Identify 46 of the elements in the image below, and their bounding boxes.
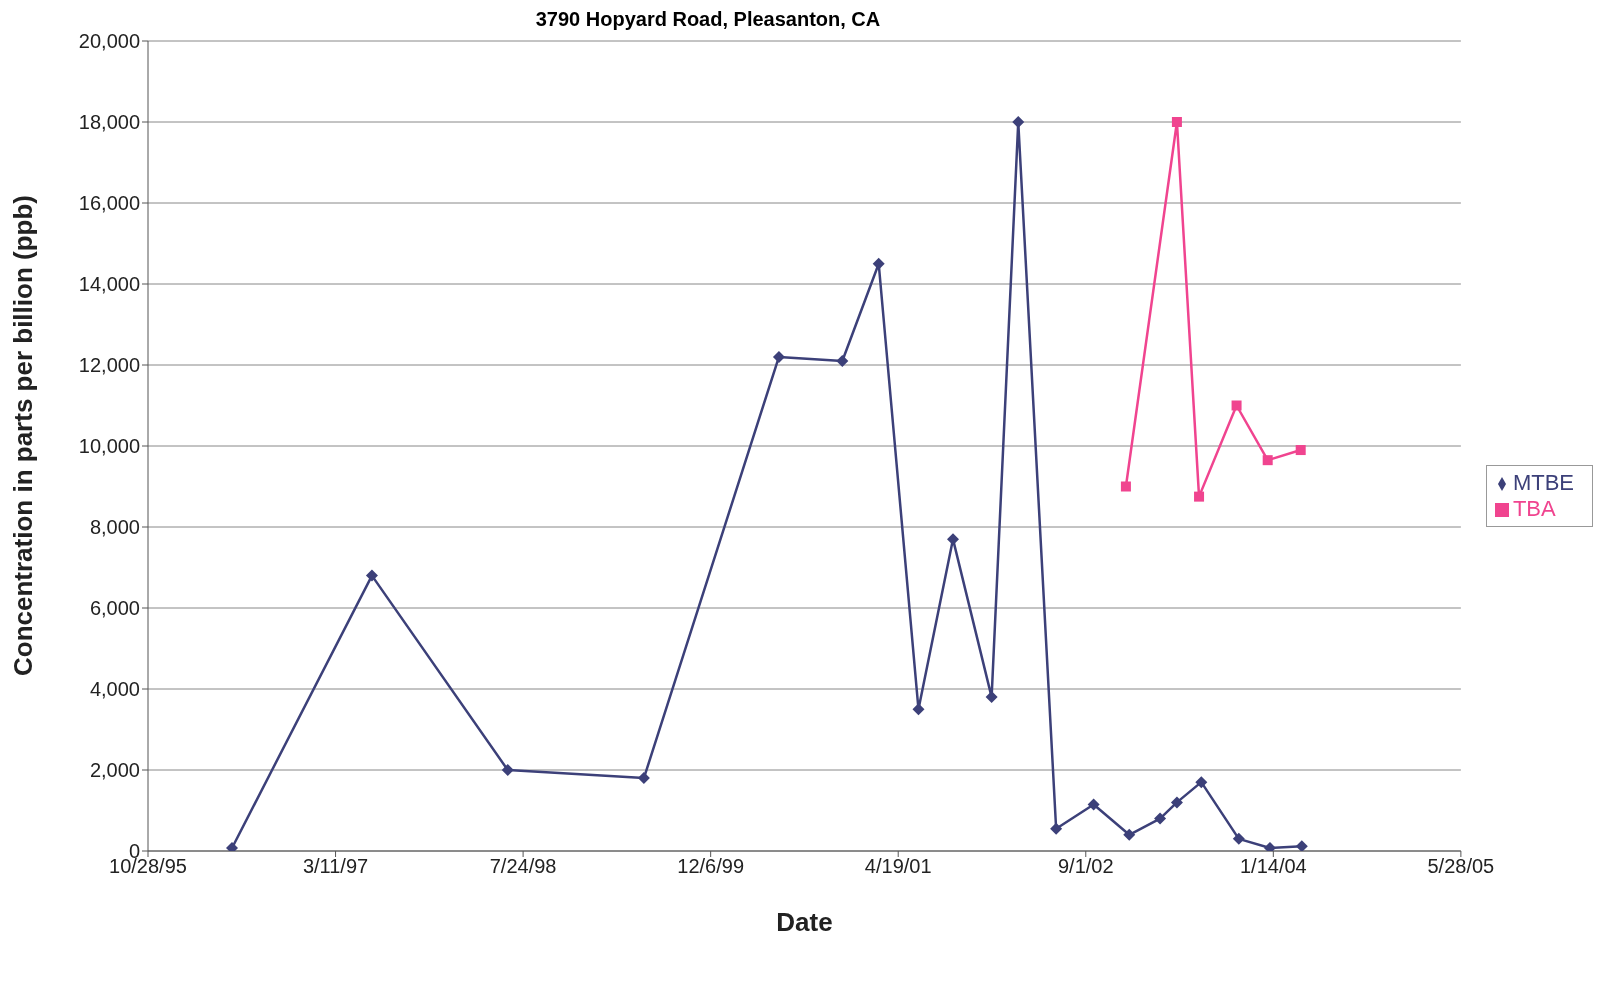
x-axis-title: Date [776,907,833,937]
point [1194,491,1205,502]
y-tick-label: 4,000 [89,678,140,701]
point [1231,400,1242,411]
point [1295,445,1306,456]
point [1120,481,1131,492]
point [1232,832,1245,845]
point [1087,798,1100,811]
y-tick-label: 10,000 [78,435,140,458]
point [226,841,239,851]
x-tick-label: 4/19/01 [864,855,932,878]
point [1262,455,1273,466]
point [872,257,885,270]
x-tick-label: 3/11/97 [302,855,369,878]
point [637,772,650,785]
point [1012,116,1025,128]
chart-title: 3790 Hopyard Road, Pleasanton, CA [534,8,882,31]
x-tick-label: 1/14/04 [1239,855,1307,878]
point [1263,841,1276,851]
point [1195,776,1208,789]
y-tick-label: 20,000 [78,30,140,53]
point [1050,822,1063,835]
y-tick-label: 6,000 [89,597,140,620]
point [772,350,785,363]
y-tick-label: 14,000 [78,273,140,296]
x-tick-label: 5/28/05 [1427,855,1495,878]
legend-label: TBA [1512,496,1556,521]
point [836,354,849,367]
point [1171,117,1182,127]
y-tick-label: 16,000 [78,192,140,215]
point [1154,812,1167,825]
point [1295,840,1308,851]
point [1170,796,1183,809]
x-tick-label: 12/6/99 [677,855,745,878]
y-tick-label: 12,000 [78,354,140,377]
y-tick-label: 18,000 [78,111,140,134]
point [985,691,998,704]
y-tick-label: 2,000 [89,759,140,782]
point [365,569,378,582]
x-tick-label: 9/1/02 [1057,855,1114,878]
y-tick-label: 8,000 [89,516,140,539]
point [1123,828,1136,841]
x-tick-label: 7/24/98 [489,855,557,878]
y-axis-title: Concentration in parts per billion (ppb) [8,195,39,676]
legend-label: MTBE [1512,470,1574,495]
point [501,764,514,776]
